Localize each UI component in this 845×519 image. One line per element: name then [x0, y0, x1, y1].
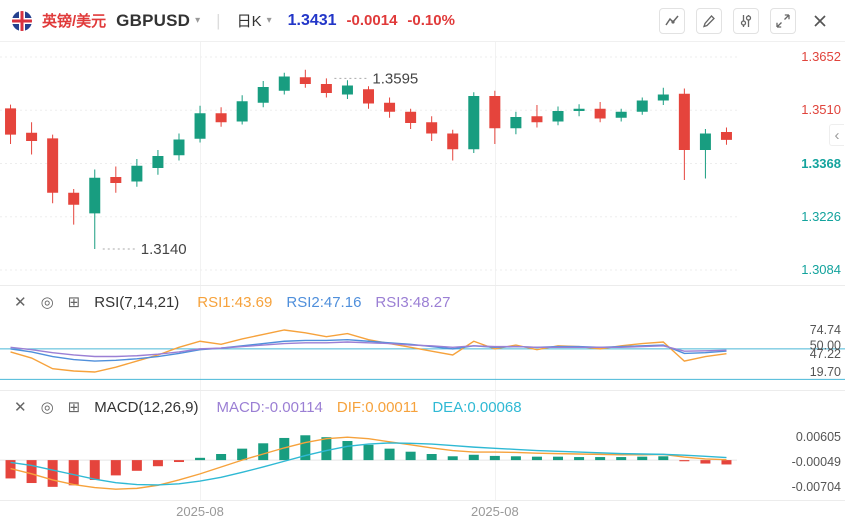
pencil-icon [702, 14, 715, 28]
close-chart-button[interactable] [807, 7, 833, 34]
indicator-settings-button[interactable] [733, 7, 759, 34]
dea-value: DEA:0.00068 [432, 398, 522, 416]
macd-title: MACD(12,26,9) [94, 398, 199, 416]
svg-text:47.22: 47.22 [810, 347, 841, 361]
line-chart-icon [665, 15, 679, 25]
svg-text:19.70: 19.70 [810, 365, 841, 379]
panel-separator [0, 285, 845, 286]
vertical-gridline [494, 42, 496, 500]
rsi-close-icon[interactable]: ✕ [14, 293, 27, 311]
expand-icon [776, 13, 790, 28]
rsi-title: RSI(7,14,21) [94, 293, 180, 311]
macd-panel-header: ✕ ◎ ⊞ MACD(12,26,9) MACD:-0.00114 DIF:0.… [14, 397, 522, 417]
svg-text:1.3140: 1.3140 [141, 241, 187, 258]
pair-name-chinese: 英镑/美元 [42, 13, 107, 30]
svg-text:74.74: 74.74 [810, 323, 841, 337]
macd-settings-icon[interactable]: ◎ [40, 398, 54, 416]
rsi-panel-header: ✕ ◎ ⊞ RSI(7,14,21) RSI1:43.69 RSI2:47.16… [14, 292, 450, 312]
time-axis-label: 2025-08 [176, 504, 224, 519]
dif-value: DIF:0.00011 [336, 398, 419, 416]
period-label: 日K [236, 13, 262, 30]
rsi3-value: RSI3:48.27 [375, 293, 451, 311]
sliders-icon [740, 14, 752, 27]
last-price: 1.3431 [287, 11, 337, 29]
macd-add-icon[interactable]: ⊞ [67, 398, 81, 416]
fullscreen-button[interactable] [770, 7, 796, 34]
symbol-label: GBPUSD [116, 10, 191, 30]
macd-canvas[interactable]: 0.00605 -0.00049 -0.00704 [0, 390, 845, 500]
period-selector[interactable]: 日K ▾ [237, 10, 272, 31]
svg-text:1.3595: 1.3595 [372, 70, 418, 87]
close-icon [814, 14, 826, 27]
indicator-chart-button[interactable] [659, 7, 685, 34]
svg-text:0.00605: 0.00605 [796, 430, 841, 444]
chart-header: 英镑/美元 GBPUSD ▾ | 日K ▾ 1.3431 -0.0014 -0.… [0, 0, 845, 42]
panel-separator [0, 390, 845, 391]
rsi-settings-icon[interactable]: ◎ [40, 293, 54, 311]
main-chart-canvas[interactable]: 1.3595 1.3140 [0, 42, 845, 285]
rsi-add-icon[interactable]: ⊞ [67, 293, 81, 311]
draw-tools-button[interactable] [696, 7, 722, 34]
vertical-gridline [200, 42, 202, 500]
time-axis: 2025-08 2025-08 [0, 500, 845, 519]
chevron-down-icon: ▾ [266, 15, 272, 26]
svg-text:-0.00704: -0.00704 [792, 480, 841, 494]
symbol-selector[interactable]: GBPUSD ▾ [116, 11, 200, 31]
time-axis-label: 2025-08 [470, 504, 519, 519]
uk-flag-icon [12, 10, 32, 31]
price-change: -0.0014 [346, 12, 398, 29]
header-toolbar [659, 7, 833, 34]
svg-text:50.00: 50.00 [810, 338, 841, 352]
chevron-down-icon: ▾ [195, 15, 201, 26]
price-change-percent: -0.10% [407, 12, 455, 29]
rsi1-value: RSI1:43.69 [197, 293, 273, 311]
macd-value: MACD:-0.00114 [216, 398, 323, 416]
rsi2-value: RSI2:47.16 [286, 293, 362, 311]
collapse-price-axis-button[interactable]: ‹ [829, 124, 844, 146]
macd-close-icon[interactable]: ✕ [14, 398, 27, 416]
header-divider: | [216, 10, 221, 30]
svg-text:-0.00049: -0.00049 [792, 455, 841, 469]
